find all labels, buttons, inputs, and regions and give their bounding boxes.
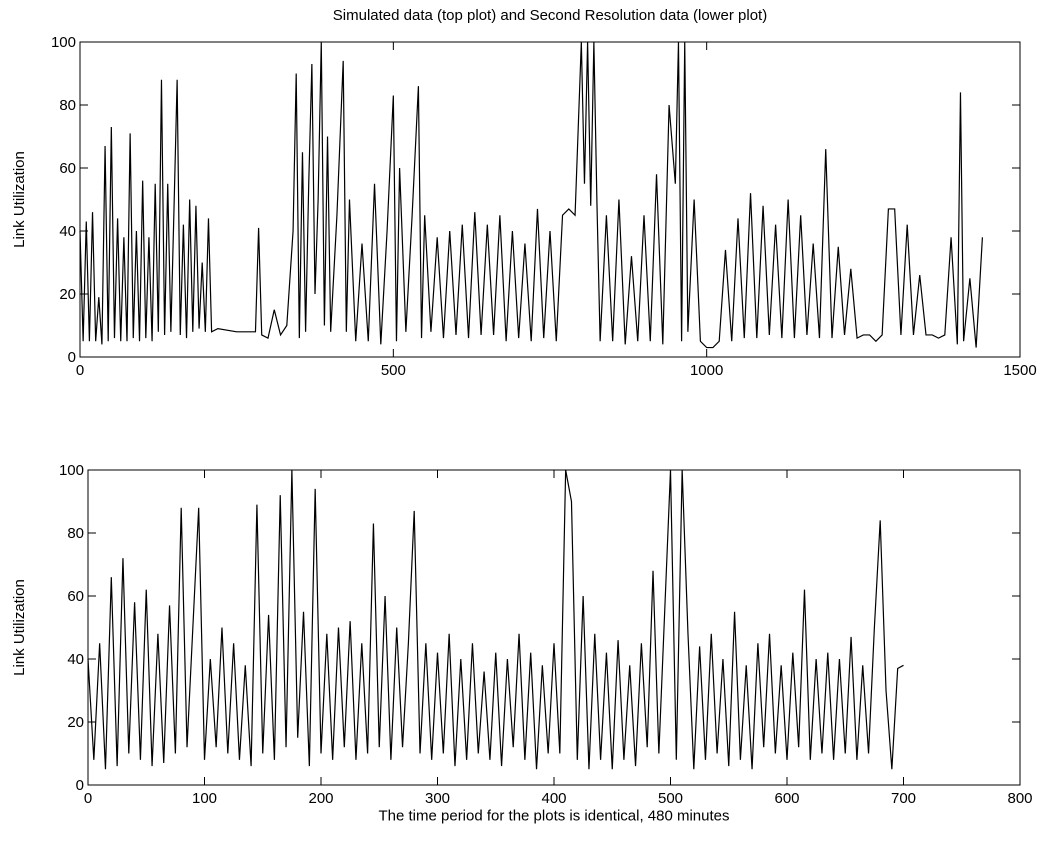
y-tick-label: 40 (59, 223, 76, 240)
x-tick-label: 1500 (1003, 362, 1036, 379)
y-tick-label: 80 (59, 97, 76, 114)
data-line (79, 41, 983, 349)
y-tick-label: 40 (67, 651, 84, 668)
x-tick-label: 500 (381, 362, 406, 379)
y-tick-label: 60 (59, 160, 76, 177)
x-tick-label: 200 (308, 790, 333, 807)
axes-frame (79, 41, 1021, 358)
x-tick-label: 600 (774, 790, 799, 807)
y-axis-label: Link Utilization (11, 151, 28, 248)
data-line (87, 469, 904, 770)
y-tick-label: 0 (68, 349, 76, 366)
y-tick-label: 100 (51, 34, 76, 51)
x-tick-label: 0 (84, 790, 92, 807)
y-tick-label: 20 (59, 286, 76, 303)
y-tick-label: 100 (59, 462, 84, 479)
x-tick-label: 0 (76, 362, 84, 379)
x-tick-label: 800 (1007, 790, 1032, 807)
x-tick-label: 100 (192, 790, 217, 807)
x-tick-label: 400 (541, 790, 566, 807)
y-tick-label: 60 (67, 588, 84, 605)
chart-title: Simulated data (top plot) and Second Res… (333, 7, 767, 24)
y-tick-label: 80 (67, 525, 84, 542)
y-tick-label: 20 (67, 714, 84, 731)
x-tick-label: 500 (658, 790, 683, 807)
axes-frame (87, 469, 1021, 786)
x-tick-label: 300 (425, 790, 450, 807)
y-axis-label: Link Utilization (11, 579, 28, 676)
x-tick-label: 700 (891, 790, 916, 807)
x-axis-label: The time period for the plots is identic… (378, 807, 729, 824)
x-tick-label: 1000 (690, 362, 723, 379)
y-tick-label: 0 (76, 777, 84, 794)
